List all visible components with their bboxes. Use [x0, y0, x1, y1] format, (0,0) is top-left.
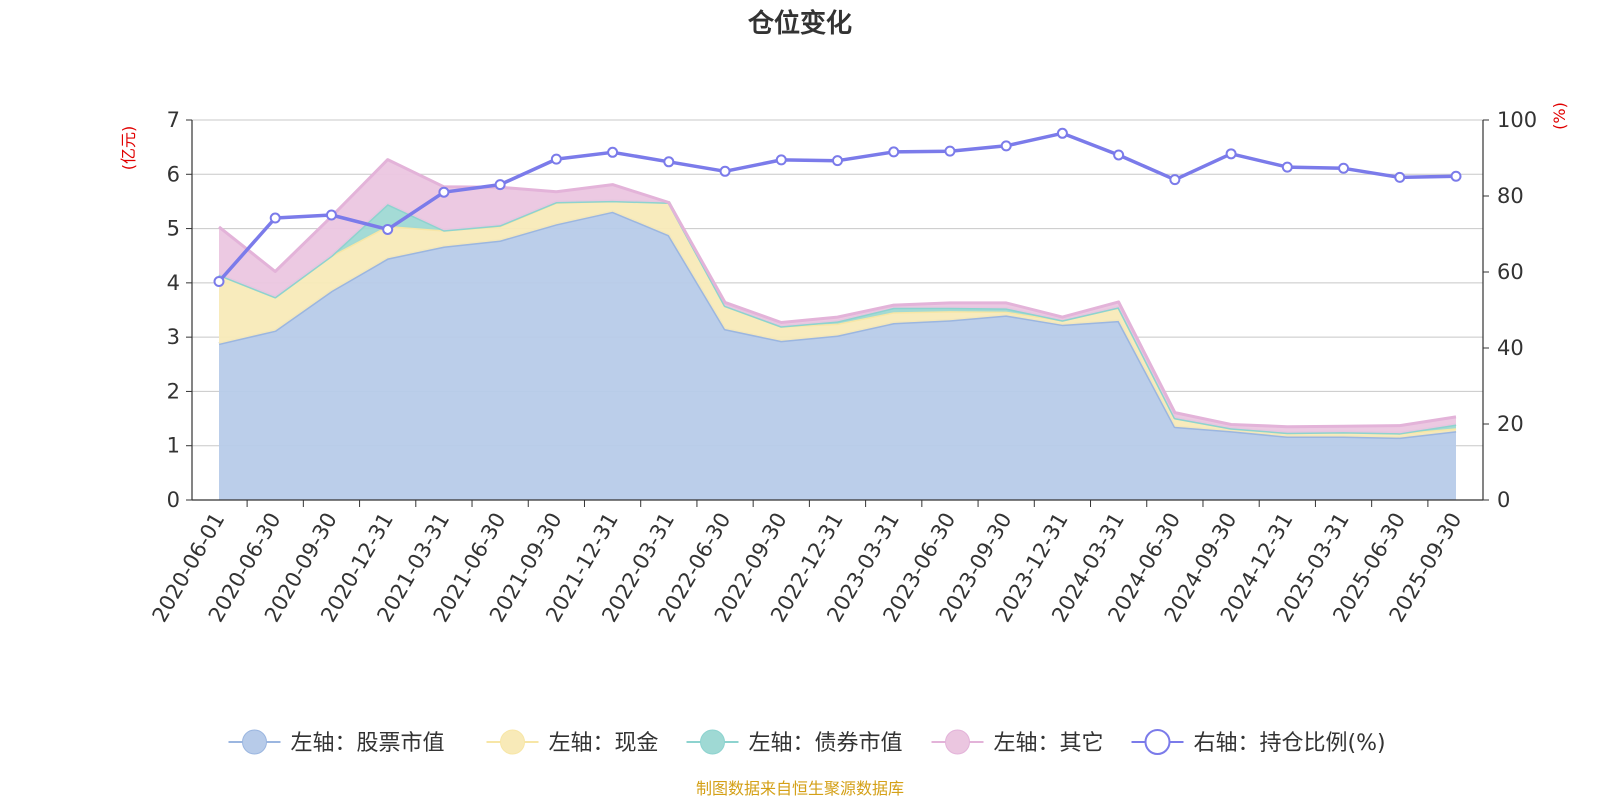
right-tick-label: 20: [1497, 412, 1524, 436]
line-point: [213, 276, 225, 287]
left-tick-label: 4: [167, 271, 180, 295]
left-tick-label: 1: [167, 434, 180, 458]
legend-label: 左轴：债券市值: [749, 731, 903, 756]
legend-marker: [700, 729, 725, 755]
line-series-group: [213, 127, 1462, 287]
legend-marker: [242, 729, 267, 755]
legend-label: 左轴：其它: [994, 731, 1104, 756]
legend-marker: [500, 729, 525, 755]
area-series-edge-3: [218, 158, 1457, 429]
line-point: [888, 146, 900, 158]
line-point: [269, 212, 281, 224]
left-tick-label: 5: [167, 217, 180, 241]
area-series-0: [219, 211, 1456, 500]
line-point: [1113, 149, 1125, 161]
left-tick-label: 0: [167, 488, 180, 512]
line-point: [438, 186, 450, 198]
line-point: [382, 223, 394, 235]
line-point: [494, 179, 506, 191]
area-series-group: [218, 158, 1457, 500]
left-axis-unit: (亿元): [119, 126, 138, 171]
right-tick-label: 100: [1497, 108, 1537, 132]
right-tick-label: 60: [1497, 260, 1524, 284]
legend-label: 左轴：现金: [549, 731, 659, 756]
line-point: [832, 155, 843, 167]
right-axis-unit: (%): [1550, 102, 1569, 130]
right-tick-label: 40: [1497, 336, 1524, 360]
legend-item[interactable]: 左轴：股票市值: [228, 729, 445, 756]
legend-item[interactable]: 左轴：其它: [931, 729, 1104, 756]
line-point: [1281, 161, 1293, 173]
line-point: [1450, 170, 1462, 182]
chart-title: 仓位变化: [747, 8, 852, 39]
line-point: [1000, 140, 1012, 152]
line-point: [1056, 127, 1068, 139]
data-source-note: 制图数据来自恒生聚源数据库: [696, 779, 904, 798]
line-point: [719, 165, 731, 177]
line-point: [325, 209, 337, 221]
legend-marker: [1144, 729, 1171, 755]
legend-label: 右轴：持仓比例(%): [1194, 731, 1386, 756]
left-tick-label: 3: [167, 325, 180, 349]
legend-item[interactable]: 左轴：现金: [486, 729, 659, 756]
left-tick-label: 6: [167, 162, 180, 186]
line-point: [1394, 171, 1406, 183]
line-point: [550, 153, 562, 165]
left-tick-label: 2: [167, 379, 180, 403]
line-point: [944, 145, 956, 157]
legend[interactable]: 左轴：股票市值 左轴：现金 左轴：债券市值 左轴：其它 右轴：持仓比例(%): [228, 729, 1386, 756]
legend-marker: [945, 729, 970, 755]
legend-label: 左轴：股票市值: [291, 731, 445, 756]
left-tick-label: 7: [167, 108, 180, 132]
line-point: [607, 146, 619, 158]
line-point: [663, 156, 675, 168]
line-point: [1169, 174, 1181, 186]
line-point: [1338, 162, 1350, 174]
line-point: [775, 154, 787, 166]
line-point: [1225, 148, 1237, 160]
legend-item[interactable]: 左轴：债券市值: [686, 729, 903, 756]
right-tick-label: 80: [1497, 184, 1524, 208]
right-tick-label: 0: [1497, 488, 1510, 512]
legend-item[interactable]: 右轴：持仓比例(%): [1131, 729, 1386, 756]
